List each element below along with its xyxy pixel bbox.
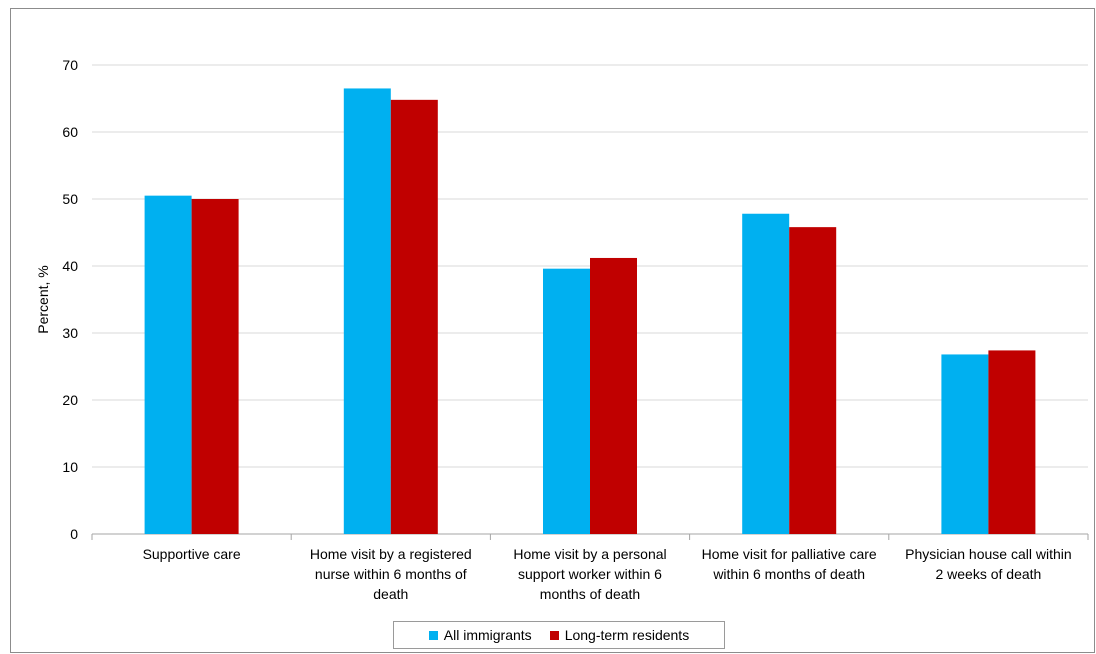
- bar-long-term-residents: [789, 227, 837, 534]
- x-category-label: Home visit by a personal support worker w…: [513, 546, 666, 602]
- bar-all-immigrants: [941, 354, 989, 534]
- legend-label-all-immigrants: All immigrants: [443, 627, 532, 643]
- legend-swatch-all-immigrants: [428, 630, 438, 640]
- bar-all-immigrants: [343, 88, 391, 534]
- y-axis-title: Percent, %: [35, 265, 51, 333]
- x-category-label: Supportive care: [143, 546, 241, 562]
- legend: All immigrants Long-term residents: [393, 621, 725, 649]
- bar-long-term-residents: [590, 257, 637, 534]
- bar-all-immigrants: [144, 195, 192, 534]
- x-category-label: Home visit for palliative care within 6 m…: [702, 546, 877, 582]
- bar-all-immigrants: [543, 268, 590, 534]
- bar-long-term-residents: [988, 350, 1036, 534]
- legend-item-all-immigrants: All immigrants: [428, 627, 532, 643]
- y-tick-label: 50: [62, 191, 78, 207]
- legend-swatch-long-term-residents: [549, 630, 559, 640]
- x-category-label: Home visit by a registered nurse within 6…: [310, 546, 472, 602]
- y-tick-label: 40: [62, 258, 78, 274]
- y-tick-label: 70: [62, 57, 78, 73]
- bar-all-immigrants: [742, 213, 790, 535]
- y-tick-label: 10: [62, 459, 78, 475]
- y-tick-label: 60: [62, 124, 78, 140]
- x-category-label: Physician house call within 2 weeks of de…: [905, 546, 1072, 582]
- legend-item-long-term-residents: Long-term residents: [549, 627, 690, 643]
- bar-long-term-residents: [390, 99, 438, 534]
- y-tick-label: 0: [70, 526, 78, 542]
- y-tick-label: 20: [62, 392, 78, 408]
- bar-long-term-residents: [191, 199, 239, 534]
- legend-label-long-term-residents: Long-term residents: [564, 627, 690, 643]
- y-tick-label: 30: [62, 325, 78, 341]
